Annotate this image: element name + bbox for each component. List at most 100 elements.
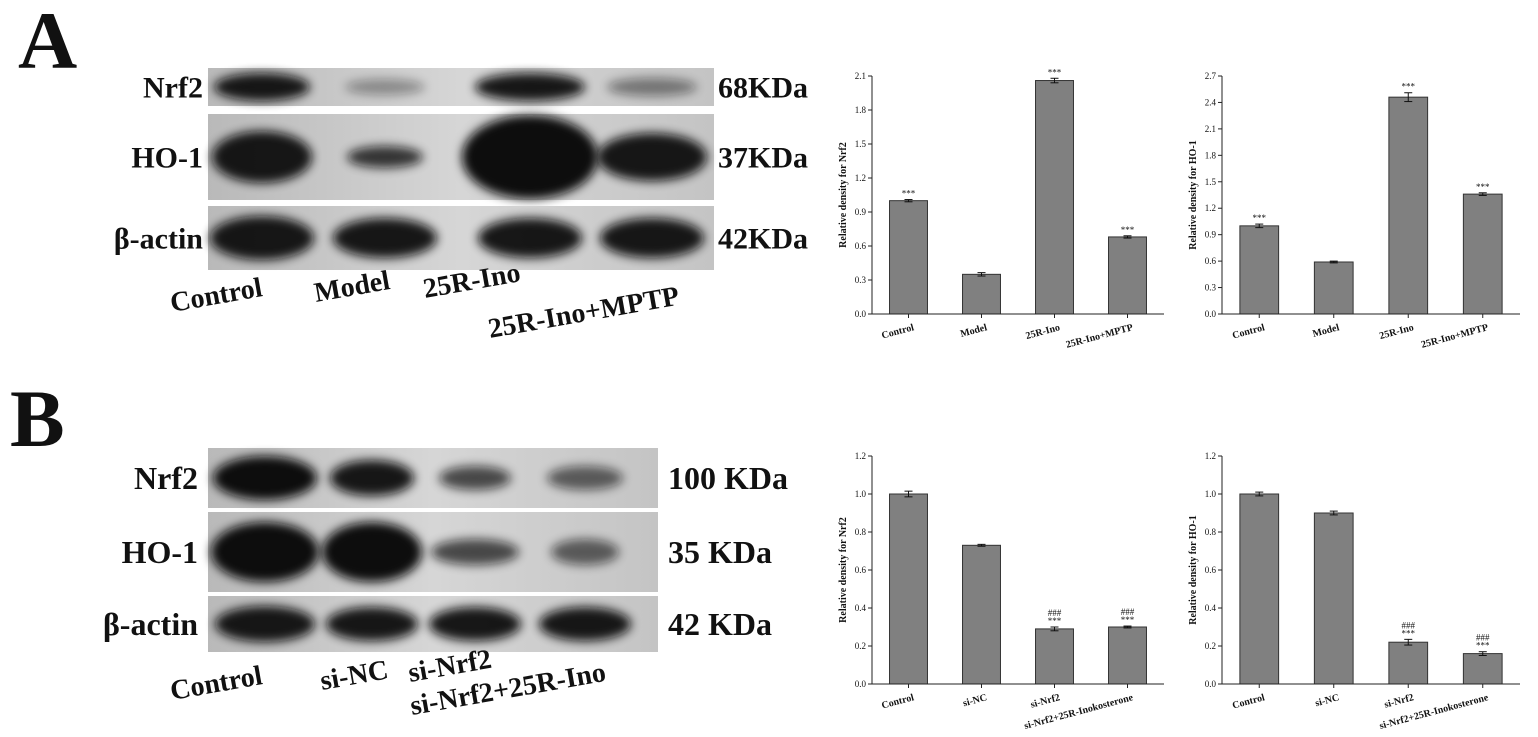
bar	[889, 200, 928, 315]
y-tick-label: 1.2	[855, 451, 866, 461]
y-tick-label: 0.6	[855, 565, 867, 575]
blot-band	[333, 218, 437, 258]
y-tick-label: 0.4	[855, 603, 867, 613]
y-tick-label: 1.2	[1205, 203, 1216, 213]
x-tick-label: si-Nrf2	[1383, 692, 1415, 710]
blot-band	[439, 466, 511, 490]
y-tick-label: 0.3	[855, 275, 867, 285]
x-tick-label: Model	[959, 322, 988, 340]
error-bar	[904, 199, 913, 203]
size-label: 68KDa	[718, 72, 808, 105]
y-tick-label: 0.3	[1205, 283, 1217, 293]
error-bar	[1478, 192, 1487, 196]
row-label: Nrf2	[134, 460, 198, 496]
x-tick-label: Control	[880, 322, 915, 341]
y-tick-label: 1.2	[855, 173, 866, 183]
blot-band	[597, 133, 707, 181]
row-label: β-actin	[114, 223, 203, 256]
size-label: 35 KDa	[668, 534, 772, 570]
error-bar	[1329, 510, 1338, 516]
bar	[962, 544, 1001, 685]
blot-band	[600, 218, 704, 258]
error-bar	[1255, 491, 1264, 497]
y-tick-label: 1.5	[1205, 177, 1217, 187]
y-tick-label: 2.4	[1205, 97, 1217, 107]
error-bar	[1123, 625, 1132, 629]
y-tick-label: 0.6	[855, 241, 867, 251]
blot-band	[210, 216, 314, 260]
y-tick-label: 0.0	[855, 309, 867, 319]
x-tick-label: 25R-Ino	[1378, 322, 1415, 342]
blot-band	[212, 131, 312, 183]
row-label: β-actin	[103, 606, 198, 642]
significance-label: ***	[1402, 628, 1416, 638]
significance-label: ***	[1253, 213, 1267, 223]
error-bar	[1478, 651, 1487, 656]
significance-label: ###	[1048, 608, 1062, 618]
size-label: 100 KDa	[668, 460, 788, 496]
blot-band	[322, 522, 422, 582]
x-tick-label: 25R-Ino+MPTP	[1065, 322, 1135, 350]
error-bar	[1255, 223, 1264, 229]
significance-label: ***	[1476, 641, 1490, 651]
y-tick-label: 0.2	[1205, 641, 1216, 651]
y-tick-label: 0.9	[1205, 230, 1217, 240]
bar	[1239, 225, 1280, 315]
blot-band	[547, 466, 623, 490]
significance-label: ***	[902, 189, 916, 199]
blot-band	[478, 218, 582, 258]
y-tick-label: 1.8	[1205, 150, 1217, 160]
bar	[962, 273, 1001, 315]
size-label: 37KDa	[718, 142, 808, 175]
error-bar	[1050, 77, 1059, 84]
y-tick-label: 1.2	[1205, 451, 1216, 461]
error-bar	[1123, 235, 1132, 239]
y-tick-label: 0.2	[855, 641, 866, 651]
lane-label: si-NC	[318, 654, 391, 696]
significance-label: ***	[1121, 225, 1135, 235]
bar	[1108, 236, 1147, 315]
x-tick-label: si-Nrf2	[1029, 692, 1061, 710]
blot-band	[213, 456, 317, 500]
y-axis-label: Relative density for HO-1	[1188, 515, 1199, 625]
row-label: HO-1	[122, 534, 198, 570]
x-tick-label: si-NC	[962, 692, 988, 709]
significance-label: ***	[1048, 616, 1062, 626]
size-label: 42KDa	[718, 223, 808, 256]
blot-band	[551, 539, 619, 565]
y-axis-label: Relative density for Nrf2	[838, 142, 849, 248]
x-tick-label: Control	[880, 692, 915, 711]
significance-label: ###	[1121, 607, 1135, 617]
y-tick-label: 1.0	[1205, 489, 1217, 499]
size-label: 42 KDa	[668, 606, 772, 642]
blot-band	[215, 606, 315, 642]
blot-band	[431, 539, 519, 565]
error-bar	[1329, 260, 1338, 264]
lane-label: 25R-Ino+MPTP	[486, 281, 682, 345]
y-tick-label: 0.4	[1205, 603, 1217, 613]
error-bar	[904, 490, 913, 498]
error-bar	[977, 543, 986, 547]
bar	[1462, 193, 1503, 315]
x-tick-label: 25R-Ino	[1025, 322, 1062, 342]
y-tick-label: 2.1	[855, 71, 866, 81]
blot-band	[347, 146, 423, 168]
y-tick-label: 0.8	[1205, 527, 1217, 537]
significance-label: ###	[1402, 620, 1416, 630]
bar	[1313, 512, 1354, 685]
bar	[1462, 653, 1503, 685]
y-tick-label: 0.6	[1205, 256, 1217, 266]
error-bar	[1050, 626, 1059, 632]
blot-band	[345, 79, 425, 95]
significance-label: ***	[1121, 615, 1135, 625]
error-bar	[1404, 92, 1413, 103]
error-bar	[1404, 638, 1413, 646]
blot-band	[214, 73, 310, 101]
y-tick-label: 0.6	[1205, 565, 1217, 575]
panel-label: A	[18, 0, 77, 86]
x-tick-label: Control	[1231, 692, 1266, 711]
bar	[1108, 626, 1147, 685]
y-tick-label: 0.9	[855, 207, 867, 217]
bar	[1313, 261, 1354, 315]
bar	[889, 493, 928, 685]
